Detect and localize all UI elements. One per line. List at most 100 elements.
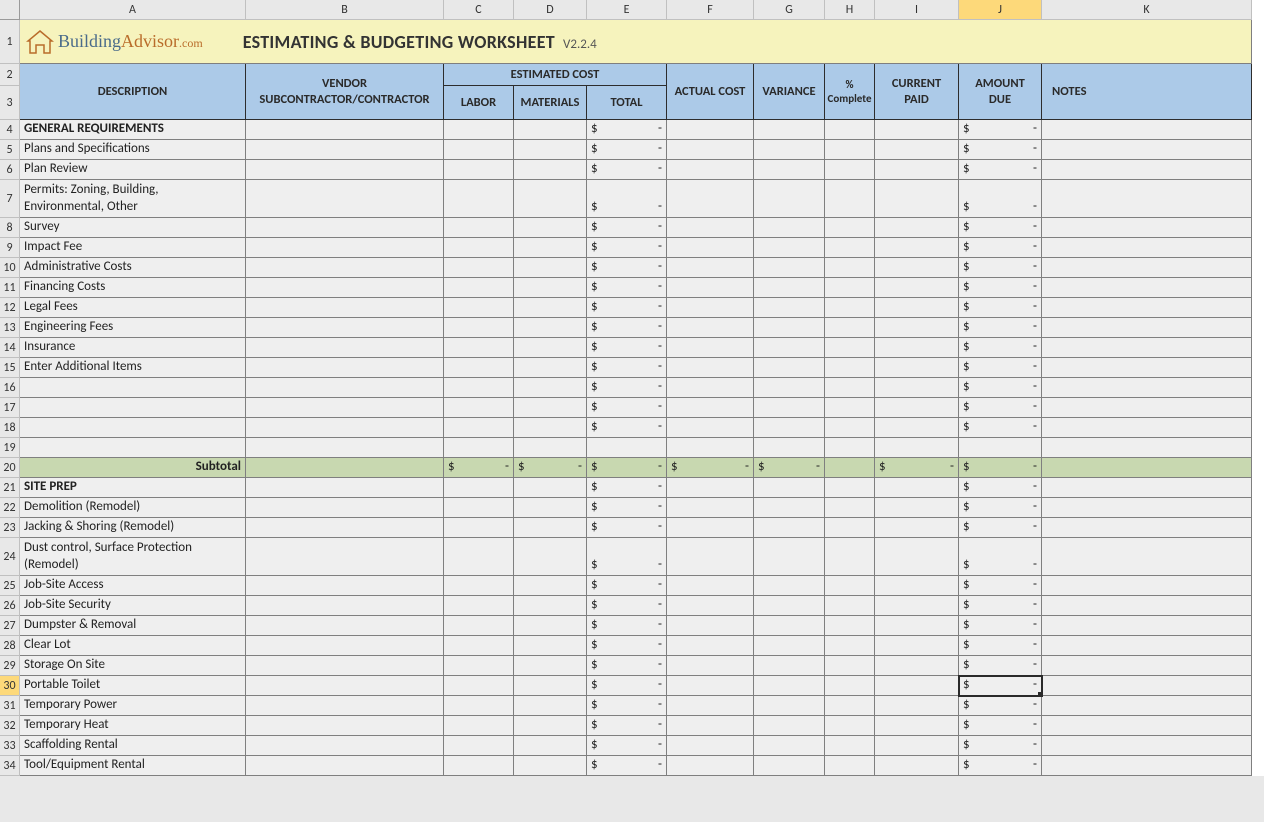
- cell-total-5[interactable]: $-: [587, 140, 667, 160]
- cell-labor-28[interactable]: [444, 636, 514, 656]
- cell-labor-9[interactable]: [444, 238, 514, 258]
- cell-paid-29[interactable]: [875, 656, 959, 676]
- cell-materials-10[interactable]: [514, 258, 587, 278]
- cell-paid-24[interactable]: [875, 538, 959, 576]
- cell-paid-21[interactable]: [875, 478, 959, 498]
- cell-actual-22[interactable]: [667, 498, 754, 518]
- cell-labor-34[interactable]: [444, 756, 514, 776]
- cell-notes-15[interactable]: [1042, 358, 1252, 378]
- cell-vendor-24[interactable]: [246, 538, 444, 576]
- cell-labor-21[interactable]: [444, 478, 514, 498]
- cell-pct-26[interactable]: [825, 596, 875, 616]
- row-header-30[interactable]: 30: [0, 676, 20, 696]
- cell-actual-8[interactable]: [667, 218, 754, 238]
- cell-due-15[interactable]: $-: [959, 358, 1042, 378]
- cell-actual-15[interactable]: [667, 358, 754, 378]
- col-header-B[interactable]: B: [246, 0, 444, 20]
- cell-variance-16[interactable]: [754, 378, 825, 398]
- cell-due-18[interactable]: $-: [959, 418, 1042, 438]
- cell-materials-17[interactable]: [514, 398, 587, 418]
- cell-labor-5[interactable]: [444, 140, 514, 160]
- cell-pct-18[interactable]: [825, 418, 875, 438]
- cell-actual-19[interactable]: [667, 438, 754, 458]
- cell-paid-10[interactable]: [875, 258, 959, 278]
- cell-materials-21[interactable]: [514, 478, 587, 498]
- cell-vendor-15[interactable]: [246, 358, 444, 378]
- cell-pct-15[interactable]: [825, 358, 875, 378]
- cell-notes-22[interactable]: [1042, 498, 1252, 518]
- cell-labor-18[interactable]: [444, 418, 514, 438]
- cell-due-14[interactable]: $-: [959, 338, 1042, 358]
- row-header-3[interactable]: 3: [0, 86, 20, 120]
- cell-total-6[interactable]: $-: [587, 160, 667, 180]
- cell-materials-4[interactable]: [514, 120, 587, 140]
- cell-due-27[interactable]: $-: [959, 616, 1042, 636]
- cell-actual-18[interactable]: [667, 418, 754, 438]
- cell-variance-19[interactable]: [754, 438, 825, 458]
- cell-paid-22[interactable]: [875, 498, 959, 518]
- cell-actual-23[interactable]: [667, 518, 754, 538]
- cell-materials-9[interactable]: [514, 238, 587, 258]
- cell-labor-14[interactable]: [444, 338, 514, 358]
- cell-actual-27[interactable]: [667, 616, 754, 636]
- cell-actual-16[interactable]: [667, 378, 754, 398]
- cell-paid-34[interactable]: [875, 756, 959, 776]
- cell-actual-17[interactable]: [667, 398, 754, 418]
- cell-paid-33[interactable]: [875, 736, 959, 756]
- cell-notes-17[interactable]: [1042, 398, 1252, 418]
- row-header-8[interactable]: 8: [0, 218, 20, 238]
- cell-vendor-34[interactable]: [246, 756, 444, 776]
- row-header-24[interactable]: 24: [0, 538, 20, 576]
- cell-desc-14[interactable]: Insurance: [20, 338, 246, 358]
- cell-pct-5[interactable]: [825, 140, 875, 160]
- cell-pct-9[interactable]: [825, 238, 875, 258]
- cell-variance-33[interactable]: [754, 736, 825, 756]
- cell-desc-17[interactable]: [20, 398, 246, 418]
- cell-total-21[interactable]: $-: [587, 478, 667, 498]
- cell-due-16[interactable]: $-: [959, 378, 1042, 398]
- cell-variance-18[interactable]: [754, 418, 825, 438]
- cell-pct-7[interactable]: [825, 180, 875, 218]
- cell-paid-4[interactable]: [875, 120, 959, 140]
- row-header-26[interactable]: 26: [0, 596, 20, 616]
- cell-paid-28[interactable]: [875, 636, 959, 656]
- row-header-14[interactable]: 14: [0, 338, 20, 358]
- cell-total-4[interactable]: $-: [587, 120, 667, 140]
- row-header-15[interactable]: 15: [0, 358, 20, 378]
- cell-notes-6[interactable]: [1042, 160, 1252, 180]
- cell-desc-6[interactable]: Plan Review: [20, 160, 246, 180]
- cell-actual-7[interactable]: [667, 180, 754, 218]
- cell-notes-16[interactable]: [1042, 378, 1252, 398]
- cell-paid-19[interactable]: [875, 438, 959, 458]
- cell-desc-29[interactable]: Storage On Site: [20, 656, 246, 676]
- cell-variance-5[interactable]: [754, 140, 825, 160]
- cell-pct-27[interactable]: [825, 616, 875, 636]
- cell-labor-27[interactable]: [444, 616, 514, 636]
- cell-materials-8[interactable]: [514, 218, 587, 238]
- cell-variance-15[interactable]: [754, 358, 825, 378]
- cell-materials-26[interactable]: [514, 596, 587, 616]
- cell-pct-32[interactable]: [825, 716, 875, 736]
- row-header-22[interactable]: 22: [0, 498, 20, 518]
- row-header-9[interactable]: 9: [0, 238, 20, 258]
- cell-due-13[interactable]: $-: [959, 318, 1042, 338]
- cell-actual-11[interactable]: [667, 278, 754, 298]
- cell-vendor-17[interactable]: [246, 398, 444, 418]
- cell-pct-23[interactable]: [825, 518, 875, 538]
- cell-total-11[interactable]: $-: [587, 278, 667, 298]
- row-header-28[interactable]: 28: [0, 636, 20, 656]
- cell-labor-24[interactable]: [444, 538, 514, 576]
- cell-desc-20[interactable]: Subtotal: [20, 458, 246, 478]
- cell-pct-19[interactable]: [825, 438, 875, 458]
- cell-desc-12[interactable]: Legal Fees: [20, 298, 246, 318]
- cell-materials-30[interactable]: [514, 676, 587, 696]
- cell-paid-12[interactable]: [875, 298, 959, 318]
- cell-variance-30[interactable]: [754, 676, 825, 696]
- cell-labor-32[interactable]: [444, 716, 514, 736]
- cell-notes-7[interactable]: [1042, 180, 1252, 218]
- cell-vendor-11[interactable]: [246, 278, 444, 298]
- col-header-J[interactable]: J: [959, 0, 1042, 20]
- cell-vendor-5[interactable]: [246, 140, 444, 160]
- cell-variance-17[interactable]: [754, 398, 825, 418]
- cell-pct-31[interactable]: [825, 696, 875, 716]
